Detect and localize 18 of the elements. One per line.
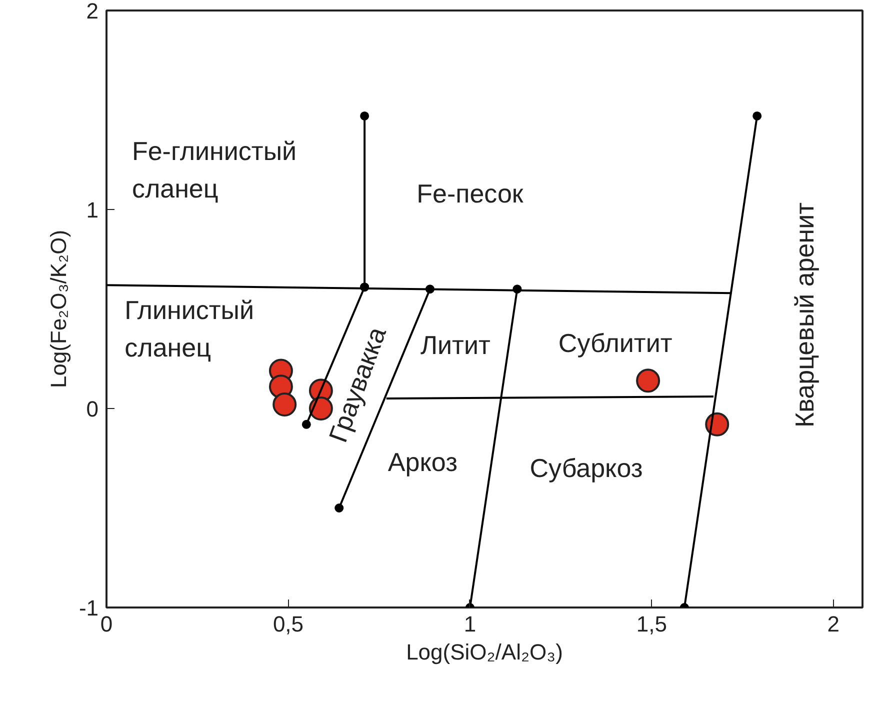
x-tick-label: 2 bbox=[827, 612, 840, 636]
x-tick-label: 1,5 bbox=[636, 612, 667, 636]
annotation: Глинистый сланец bbox=[124, 295, 254, 363]
x-tick-label: 0,5 bbox=[272, 612, 304, 636]
annotation: Субаркоз bbox=[530, 453, 643, 484]
x-tick-label: 1 bbox=[464, 612, 476, 636]
annotation: Сублитит bbox=[558, 328, 672, 358]
annotation: Fe-глинистый сланец bbox=[132, 136, 297, 204]
y-axis-title: Log(Fe₂O₃/K₂O) bbox=[46, 230, 71, 388]
y-tick-label: 0 bbox=[86, 396, 99, 422]
y-tick-label: 1 bbox=[86, 198, 99, 222]
annotation: Литит bbox=[420, 330, 490, 360]
y-tick-label: 2 bbox=[86, 0, 99, 24]
x-axis-title: Log(SiO₂/Al₂O₃) bbox=[406, 640, 563, 664]
annotation: Аркоз bbox=[388, 447, 458, 478]
annotation: Fe-песок bbox=[416, 178, 524, 209]
annotation: Кварцевый аренит bbox=[789, 202, 820, 428]
y-tick-label: -1 bbox=[78, 596, 98, 620]
